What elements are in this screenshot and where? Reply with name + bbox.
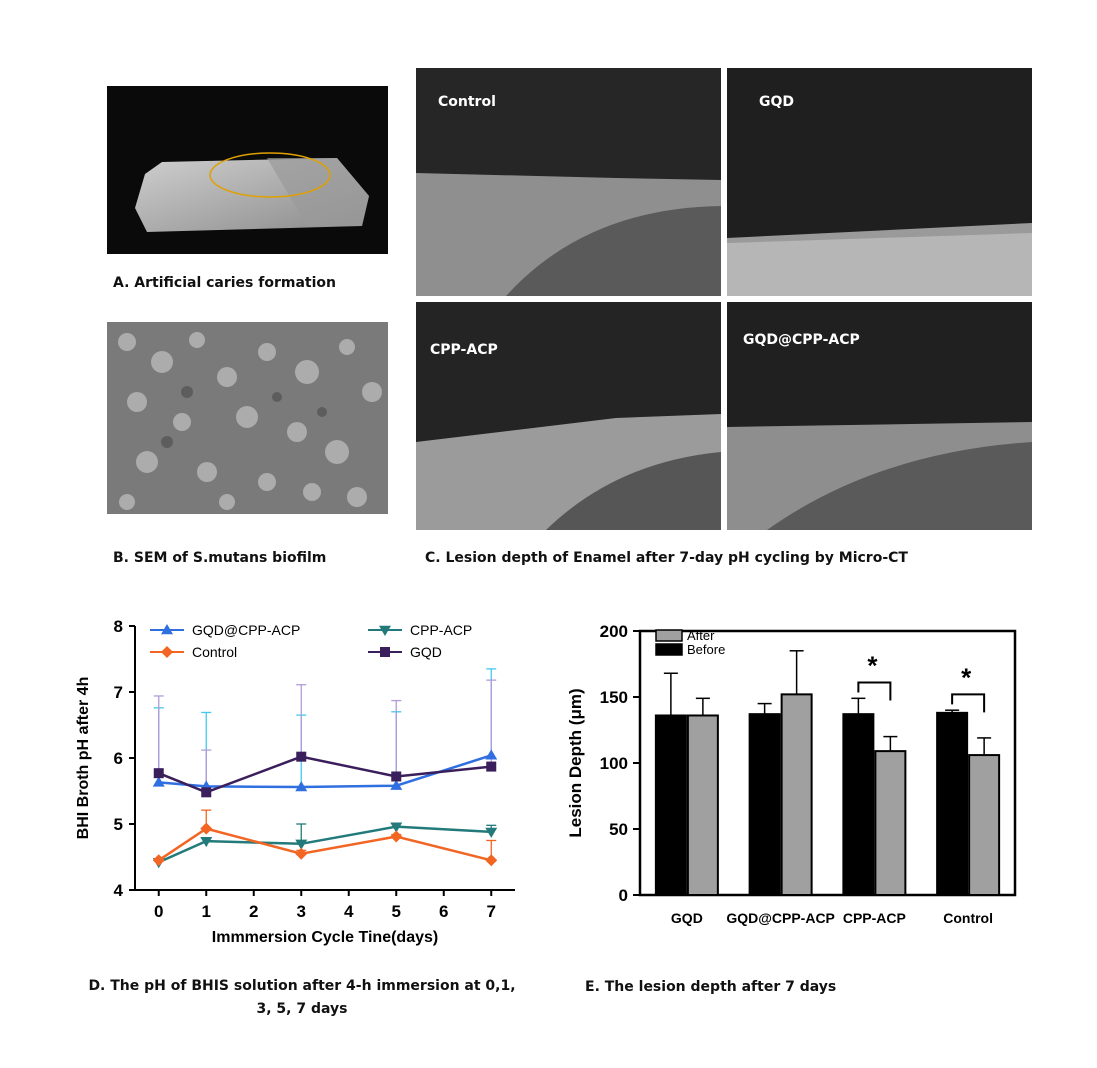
bar	[968, 754, 1001, 896]
y-tick-label: 150	[600, 688, 628, 707]
panel-b-caption: B. SEM of S.mutans biofilm	[113, 550, 327, 566]
data-point	[390, 779, 403, 790]
panel-d-caption: D. The pH of BHIS solution after 4-h imm…	[88, 978, 516, 1017]
legend-label: Control	[192, 644, 237, 660]
significance-mark: *	[867, 650, 878, 680]
data-point	[390, 830, 403, 843]
x-tick-label: Control	[943, 910, 993, 926]
y-tick-label: 0	[619, 886, 628, 905]
ph-line-chart: 4 5 6 7 8 0 1 2 3 4 5 6 7 Immmersion Cycle Tine(days)…	[75, 617, 515, 946]
panel-c-caption: C. Lesion depth of Enamel after 7-day pH…	[425, 550, 908, 566]
legend-marker	[379, 625, 391, 636]
legend-label: After	[687, 628, 715, 643]
legend-marker	[161, 646, 173, 658]
x-tick-label: 4	[344, 902, 354, 921]
y-tick-label: 100	[600, 754, 628, 773]
bar	[780, 693, 813, 896]
y-tick-label: 6	[114, 749, 123, 768]
microct-label-gqd-cpp-acp: GQD@CPP-ACP	[743, 332, 860, 348]
series-line	[158, 827, 492, 862]
data-point	[153, 768, 164, 779]
y-tick-label: 200	[600, 622, 628, 641]
x-tick-label: 5	[392, 902, 401, 921]
x-axis-label: Immmersion Cycle Tine(days)	[212, 929, 438, 946]
data-point	[295, 781, 308, 792]
data-point	[200, 822, 213, 835]
x-tick-label: GQD@CPP-ACP	[726, 910, 835, 926]
x-tick-label: 7	[487, 902, 496, 921]
legend-label: GQD	[410, 644, 442, 660]
microct-image-cpp-acp: CPP-ACP	[416, 302, 721, 530]
data-point	[390, 822, 403, 833]
microct-label-cpp-acp: CPP-ACP	[430, 342, 498, 358]
data-point	[152, 776, 165, 787]
x-tick-label: 1	[202, 902, 211, 921]
data-point	[295, 847, 308, 860]
microct-image-gqd: GQD	[727, 68, 1032, 296]
microct-control-graphic	[416, 68, 721, 296]
legend-label: GQD@CPP-ACP	[192, 622, 300, 638]
panel-a-image	[107, 86, 388, 254]
data-point	[152, 854, 165, 867]
data-point	[296, 751, 307, 762]
data-point	[485, 749, 498, 760]
microct-gqd-graphic	[727, 68, 1032, 296]
data-point	[485, 827, 498, 838]
data-point	[391, 771, 402, 782]
panel-a-caption: A. Artificial caries formation	[113, 275, 336, 291]
microct-cpp-acp-graphic	[416, 302, 721, 530]
data-point	[200, 836, 213, 848]
significance-mark: *	[961, 662, 972, 692]
y-tick-label: 50	[609, 820, 628, 839]
x-tick-label: GQD	[671, 910, 703, 926]
data-point	[486, 761, 497, 772]
legend-label: Before	[687, 642, 725, 657]
legend-marker	[161, 624, 173, 635]
bar	[686, 714, 719, 897]
bar	[874, 750, 907, 896]
y-axis-label: BHI Broth pH after 4h	[75, 677, 92, 840]
sem-biofilm-graphic	[107, 322, 388, 514]
x-tick-label: 0	[154, 902, 163, 921]
y-tick-label: 4	[114, 881, 124, 900]
bar	[936, 711, 969, 896]
y-tick-label: 8	[114, 617, 123, 636]
y-tick-label: 5	[114, 815, 123, 834]
x-tick-label: CPP-ACP	[843, 910, 906, 926]
x-tick-label: 6	[439, 902, 448, 921]
legend-marker	[380, 647, 390, 657]
x-tick-label: 3	[297, 902, 306, 921]
legend-swatch	[655, 643, 683, 656]
bar	[748, 713, 781, 896]
microct-image-gqd-cpp-acp: GQD@CPP-ACP	[727, 302, 1032, 530]
bar	[842, 713, 875, 896]
microct-label-gqd: GQD	[759, 94, 795, 110]
microct-label-control: Control	[438, 94, 496, 110]
bar	[654, 714, 687, 897]
y-axis-label: Lesion Depth (μm)	[566, 688, 585, 837]
tooth-specimen-graphic	[107, 86, 388, 254]
y-tick-label: 7	[114, 683, 123, 702]
legend-label: CPP-ACP	[410, 622, 472, 638]
data-point	[485, 854, 498, 867]
significance-bracket	[857, 681, 892, 701]
legend-swatch	[655, 629, 683, 642]
lesion-depth-bar-chart: 0 50 100 150 200 Lesion Depth (μm) GQD GQD@CPP-…	[566, 622, 1017, 926]
caries-ellipse	[209, 152, 331, 198]
panel-b-image	[107, 322, 388, 514]
microct-image-control: Control	[416, 68, 721, 296]
data-point	[295, 839, 308, 850]
panel-e-caption: E. The lesion depth after 7 days	[585, 979, 837, 995]
data-point	[201, 787, 212, 798]
x-tick-label: 2	[249, 902, 258, 921]
significance-bracket	[951, 693, 986, 713]
microct-gqd-cpp-acp-graphic	[727, 302, 1032, 530]
